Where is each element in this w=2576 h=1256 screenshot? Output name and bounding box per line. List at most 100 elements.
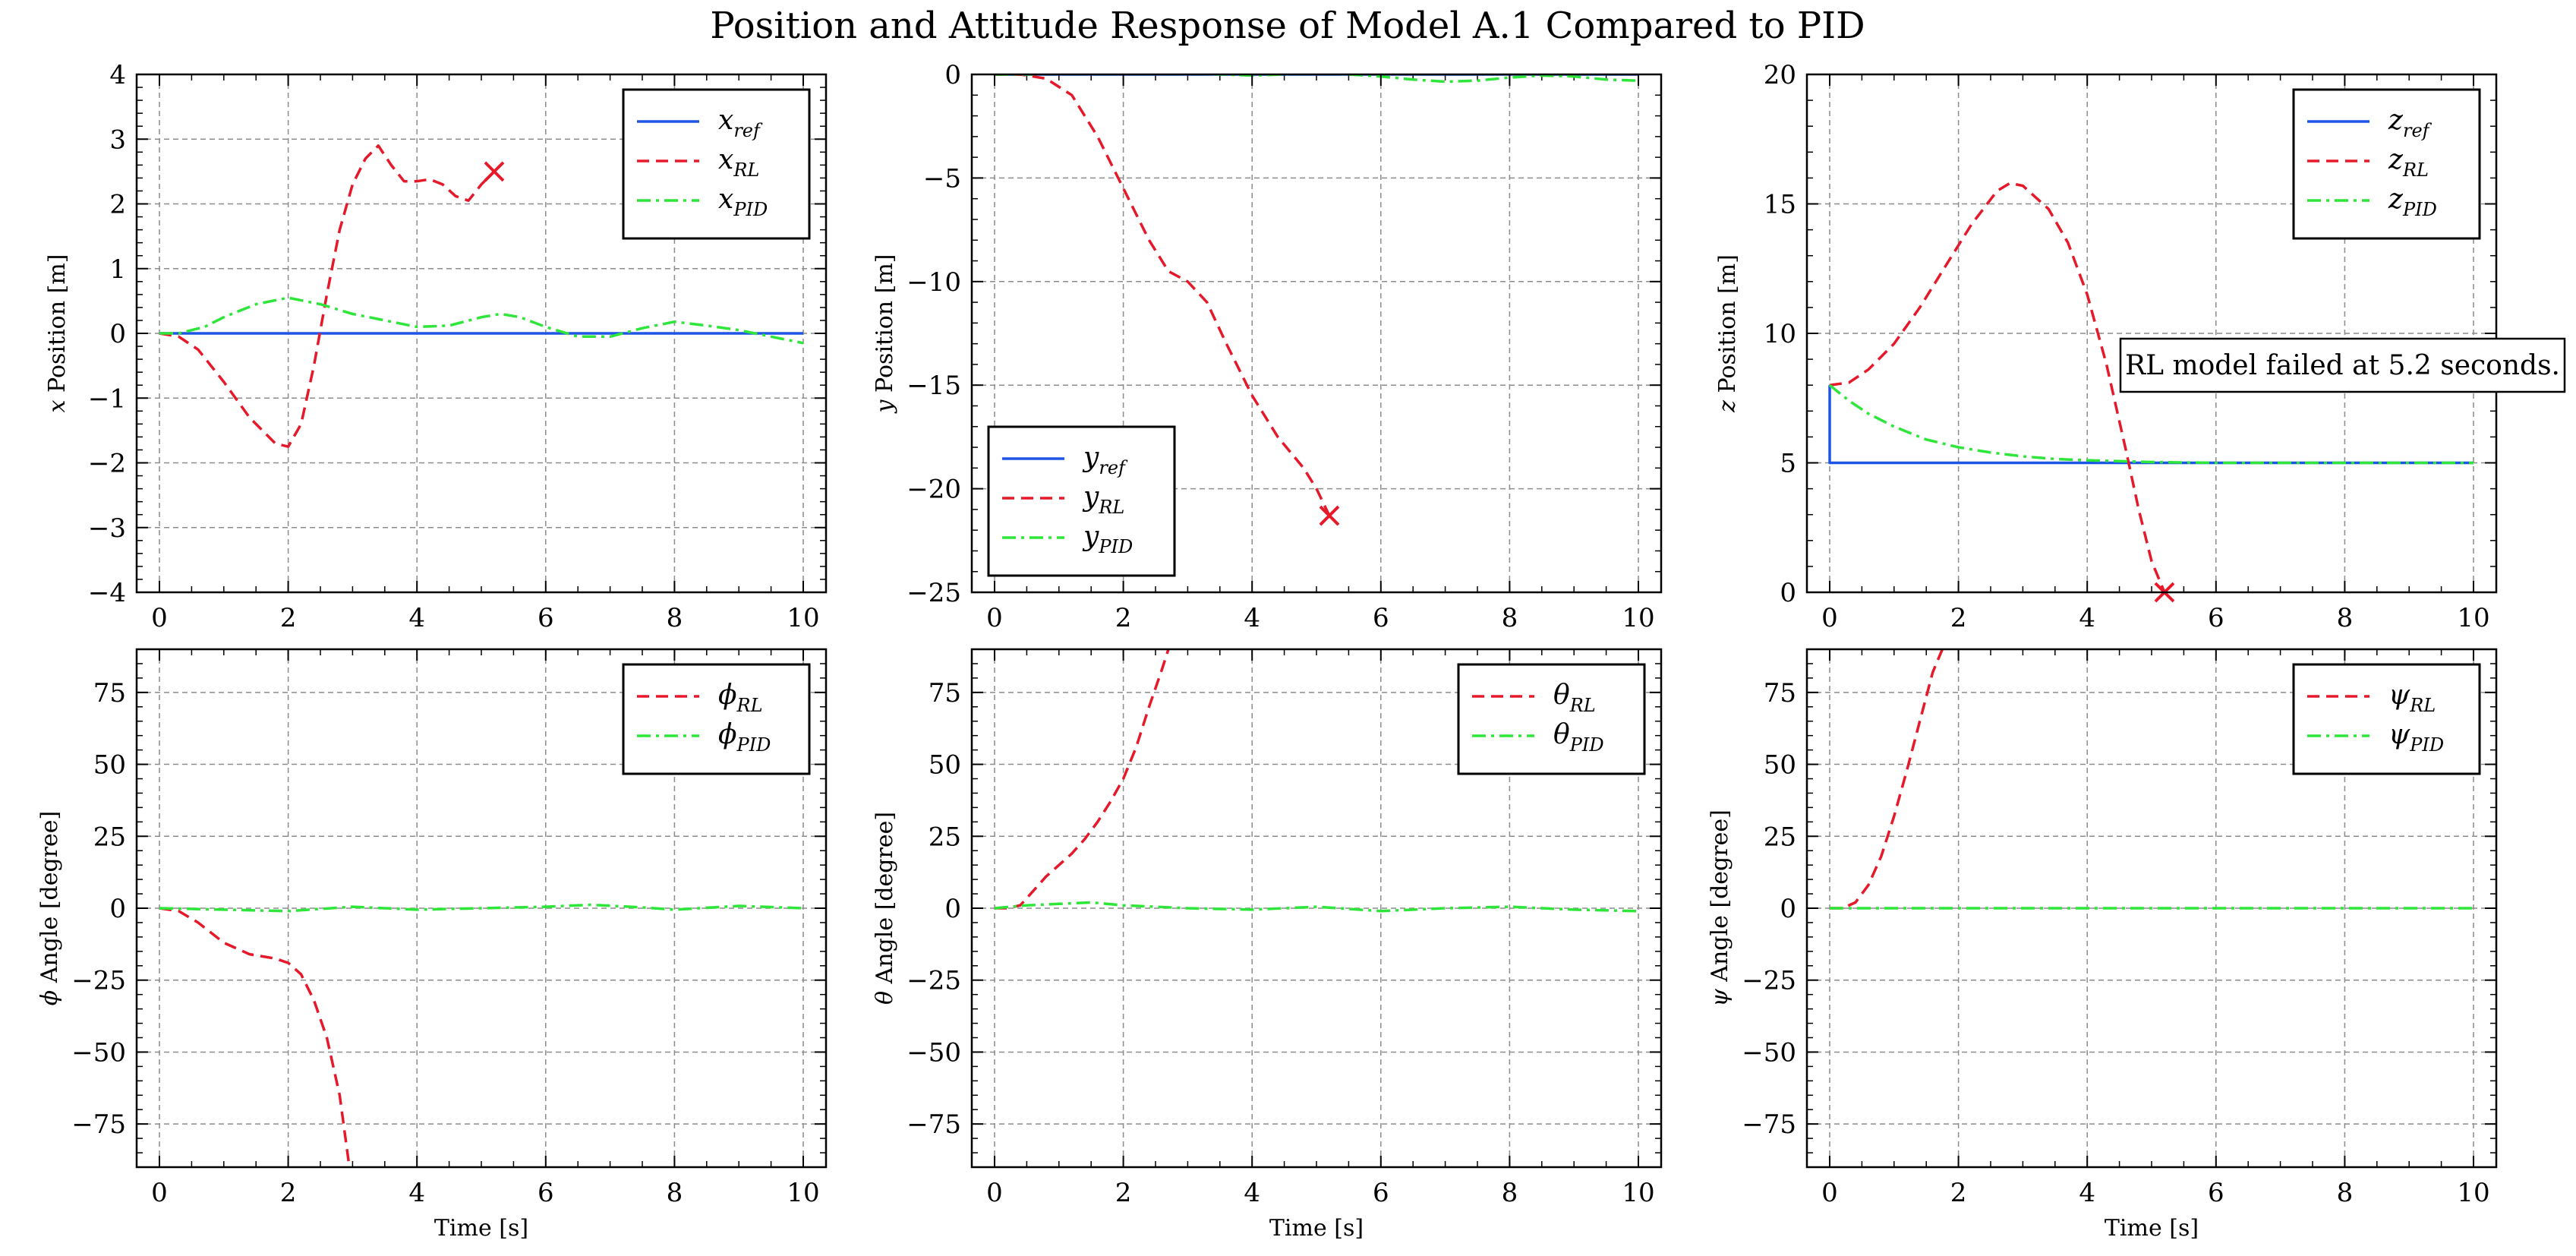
y-tick-label: 75 bbox=[1764, 678, 1796, 708]
x-tick-label: 8 bbox=[2337, 603, 2354, 633]
y-tick-label: 50 bbox=[1764, 750, 1796, 781]
y-tick-label: 75 bbox=[93, 678, 126, 708]
series-x-pid bbox=[159, 296, 804, 345]
x-tick-label: 4 bbox=[1244, 1178, 1260, 1208]
x-tick-label: 0 bbox=[151, 1178, 168, 1208]
y-tick-label: 75 bbox=[929, 678, 961, 708]
x-axis-label: Time [s] bbox=[1269, 1215, 1364, 1242]
legend-entry: ϕRL bbox=[718, 680, 763, 716]
y-tick-label: −25 bbox=[906, 966, 961, 996]
legend-entry: xref bbox=[718, 105, 763, 141]
x-tick-label: 6 bbox=[2208, 603, 2224, 633]
y-tick-label: 25 bbox=[929, 822, 961, 852]
series-phi-pid bbox=[159, 903, 804, 913]
y-tick-label: −20 bbox=[906, 475, 961, 505]
y-axis-label: x Position [m] bbox=[44, 254, 71, 413]
x-tick-label: 8 bbox=[667, 603, 683, 633]
x-tick-label: 2 bbox=[280, 1178, 297, 1208]
series-psi-rl bbox=[1830, 649, 1944, 910]
y-tick-label: 20 bbox=[1764, 60, 1796, 90]
subplot-theta: 0 2 4 6 8 10 −75 −50 −25 0 25 50 75 Time [s] θ Angle [… bbox=[872, 648, 1663, 1242]
x-tick-label: 10 bbox=[2457, 603, 2489, 633]
x-tick-label: 0 bbox=[986, 1178, 1003, 1208]
svg-text:RL model failed at 5.2 seconds: RL model failed at 5.2 seconds. bbox=[2125, 350, 2560, 381]
series-theta-rl bbox=[995, 649, 1170, 910]
legend-entry: zPID bbox=[2388, 184, 2437, 220]
legend-entry: xRL bbox=[718, 144, 759, 181]
legend-entry: yPID bbox=[1082, 521, 1133, 557]
x-tick-label: 10 bbox=[1622, 603, 1654, 633]
series-z-pid bbox=[1828, 383, 2474, 465]
y-tick-label: −75 bbox=[71, 1109, 126, 1140]
x-tick-label: 2 bbox=[280, 603, 297, 633]
y-axis-label: z Position [m] bbox=[1714, 254, 1741, 413]
x-tick-label: 0 bbox=[151, 603, 168, 633]
y-tick-label: −10 bbox=[906, 267, 961, 298]
y-tick-label: −1 bbox=[88, 383, 126, 414]
series-z-rl bbox=[1829, 181, 2166, 592]
axes-frame bbox=[970, 73, 1663, 594]
y-tick-label: 0 bbox=[109, 319, 126, 349]
y-tick-label: −25 bbox=[906, 578, 961, 608]
x-tick-label: 6 bbox=[1373, 1178, 1389, 1208]
y-tick-label: −2 bbox=[88, 449, 126, 479]
y-tick-label: 50 bbox=[929, 750, 961, 781]
x-tick-label: 6 bbox=[2208, 1178, 2224, 1208]
y-tick-label: −5 bbox=[923, 163, 961, 194]
y-tick-label: 1 bbox=[109, 254, 126, 285]
y-tick-label: 50 bbox=[93, 750, 126, 781]
series-z-ref bbox=[1828, 385, 2474, 465]
x-tick-label: 4 bbox=[1244, 603, 1260, 633]
y-tick-label: 4 bbox=[109, 60, 126, 90]
y-tick-label: 25 bbox=[1764, 822, 1796, 852]
x-tick-label: 4 bbox=[2079, 1178, 2095, 1208]
series-x-rl bbox=[159, 144, 496, 448]
y-tick-label: −75 bbox=[1742, 1109, 1796, 1140]
x-tick-label: 6 bbox=[538, 1178, 554, 1208]
y-tick-label: 0 bbox=[944, 894, 961, 924]
subplot-psi: 0 2 4 6 8 10 −75 −50 −25 0 25 50 75 Time [s] ψ Angle [… bbox=[1707, 648, 2498, 1242]
legend-entry: θRL bbox=[1553, 680, 1596, 716]
x-tick-label: 2 bbox=[1115, 1178, 1132, 1208]
x-tick-label: 4 bbox=[408, 1178, 425, 1208]
legend-entry: zRL bbox=[2388, 144, 2429, 181]
x-tick-label: 2 bbox=[1115, 603, 1132, 633]
x-tick-label: 2 bbox=[1950, 603, 1967, 633]
legend-entry: yref bbox=[1082, 442, 1128, 478]
y-tick-label: 0 bbox=[1780, 578, 1796, 608]
y-tick-label: −25 bbox=[71, 966, 126, 996]
legend-entry: xPID bbox=[718, 184, 768, 220]
y-tick-label: 10 bbox=[1764, 319, 1796, 349]
y-tick-label: 15 bbox=[1764, 190, 1796, 220]
x-axis-label: Time [s] bbox=[434, 1215, 528, 1242]
legend-entry: yRL bbox=[1082, 481, 1124, 518]
y-tick-label: 0 bbox=[944, 60, 961, 90]
x-tick-label: 6 bbox=[1373, 603, 1389, 633]
x-tick-label: 10 bbox=[787, 603, 819, 633]
x-tick-label: 10 bbox=[1622, 1178, 1654, 1208]
series-y-rl bbox=[995, 74, 1331, 516]
x-tick-label: 2 bbox=[1950, 1178, 1967, 1208]
y-tick-label: 0 bbox=[109, 894, 126, 924]
failure-annotation: RL model failed at 5.2 seconds. bbox=[2119, 337, 2566, 393]
x-tick-label: 0 bbox=[986, 603, 1003, 633]
x-tick-label: 0 bbox=[1821, 603, 1838, 633]
y-axis-label: ϕ Angle [degree] bbox=[36, 811, 63, 1005]
subplot-y: 0 2 4 6 8 10 −25 −20 −15 −10 −5 0 y Position [m] yref… bbox=[872, 60, 1663, 633]
failure-marker-x bbox=[484, 161, 505, 182]
x-axis-label: Time [s] bbox=[2105, 1215, 2199, 1242]
legend-entry: zref bbox=[2388, 105, 2433, 141]
x-tick-label: 4 bbox=[2079, 603, 2095, 633]
subplot-phi: 0 2 4 6 8 10 −75 −50 −25 0 25 50 75 Time [s] ϕ Angle [… bbox=[36, 648, 828, 1242]
x-tick-label: 10 bbox=[2457, 1178, 2489, 1208]
x-tick-label: 6 bbox=[538, 603, 554, 633]
legend-entry: ψRL bbox=[2388, 680, 2436, 716]
y-tick-label: 5 bbox=[1780, 449, 1796, 479]
legend-entry: ψPID bbox=[2388, 719, 2444, 756]
y-tick-label: −3 bbox=[88, 513, 126, 544]
